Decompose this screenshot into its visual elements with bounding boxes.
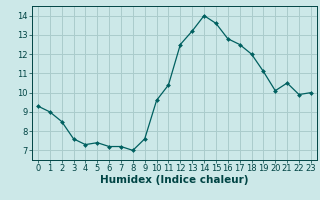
X-axis label: Humidex (Indice chaleur): Humidex (Indice chaleur) [100, 175, 249, 185]
